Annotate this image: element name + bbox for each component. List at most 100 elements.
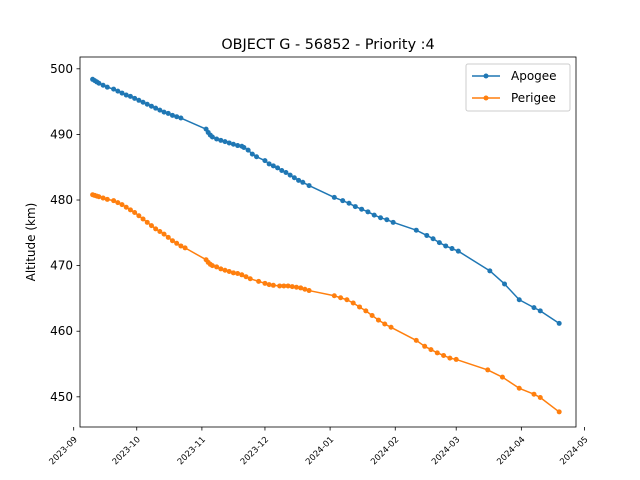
- data-point: [132, 209, 138, 215]
- data-point: [516, 297, 522, 303]
- data-point: [306, 183, 312, 189]
- data-point: [344, 297, 350, 303]
- data-point: [127, 207, 133, 213]
- data-point: [262, 158, 268, 164]
- data-point: [230, 270, 236, 276]
- y-tick-label: 460: [50, 324, 73, 338]
- data-point: [254, 154, 260, 160]
- data-point: [434, 350, 440, 356]
- data-point: [127, 93, 133, 99]
- data-point: [241, 145, 247, 151]
- data-point: [123, 204, 129, 210]
- data-point: [226, 140, 232, 146]
- y-tick-label: 500: [50, 62, 73, 76]
- data-point: [169, 238, 175, 244]
- data-point: [338, 295, 344, 301]
- y-tick-label: 490: [50, 127, 73, 141]
- data-point: [363, 308, 369, 314]
- data-point: [378, 215, 384, 221]
- data-point: [230, 141, 236, 147]
- data-point: [235, 143, 241, 149]
- data-point: [531, 305, 537, 311]
- data-point: [453, 356, 459, 362]
- data-point: [277, 283, 283, 289]
- data-point: [140, 216, 146, 222]
- data-point: [384, 217, 390, 223]
- data-point: [331, 194, 337, 200]
- data-point: [144, 101, 150, 107]
- data-point: [388, 324, 394, 330]
- data-point: [296, 177, 302, 183]
- data-point: [302, 286, 308, 292]
- data-point: [340, 198, 346, 204]
- data-point: [291, 175, 297, 181]
- data-point: [218, 266, 224, 272]
- data-point: [499, 374, 505, 380]
- data-point: [239, 272, 245, 278]
- data-point: [100, 82, 106, 88]
- legend: Apogee Perigee: [465, 63, 571, 112]
- data-point: [413, 227, 419, 233]
- data-point: [218, 137, 224, 143]
- legend-apogee-marker: [483, 73, 489, 79]
- data-point: [222, 267, 228, 273]
- data-point: [266, 161, 272, 167]
- data-point: [115, 200, 121, 206]
- data-point: [375, 317, 381, 323]
- data-point: [443, 243, 449, 249]
- data-point: [165, 234, 171, 240]
- data-point: [516, 385, 522, 391]
- data-point: [214, 136, 220, 142]
- data-point: [182, 245, 188, 251]
- data-point: [174, 114, 180, 120]
- data-point: [235, 270, 241, 276]
- data-point: [428, 347, 434, 353]
- data-point: [285, 283, 291, 289]
- data-point: [531, 391, 537, 397]
- data-point: [487, 268, 493, 274]
- data-point: [275, 165, 281, 171]
- data-point: [430, 236, 436, 242]
- data-point: [424, 232, 430, 238]
- data-point: [350, 300, 356, 306]
- data-point: [226, 269, 232, 275]
- data-point: [243, 274, 249, 280]
- data-point: [485, 367, 491, 373]
- data-point: [502, 281, 508, 287]
- data-point: [157, 229, 163, 234]
- data-point: [214, 264, 220, 270]
- legend-perigee-label: Perigee: [511, 91, 556, 105]
- data-point: [357, 304, 363, 310]
- data-point: [104, 196, 110, 202]
- data-point: [270, 282, 276, 288]
- data-point: [262, 280, 268, 286]
- data-point: [140, 99, 146, 105]
- data-point: [447, 355, 453, 361]
- data-point: [279, 167, 285, 173]
- data-point: [346, 200, 352, 206]
- data-point: [247, 276, 253, 282]
- data-point: [281, 283, 287, 289]
- data-point: [153, 226, 159, 232]
- legend-apogee-label: Apogee: [511, 69, 557, 83]
- data-point: [96, 194, 102, 200]
- data-point: [266, 282, 272, 288]
- data-point: [161, 231, 167, 237]
- data-point: [300, 179, 306, 185]
- series-perigee: [90, 192, 562, 415]
- data-point: [270, 163, 276, 169]
- data-point: [96, 80, 102, 86]
- data-point: [161, 109, 167, 115]
- data-point: [169, 112, 175, 118]
- chart-title: OBJECT G - 56852 - Priority :4: [221, 37, 434, 53]
- y-axis-label: Altitude (km): [24, 203, 38, 282]
- data-point: [104, 84, 110, 90]
- data-point: [174, 240, 180, 246]
- y-tick-label: 480: [50, 193, 73, 207]
- data-point: [148, 223, 154, 229]
- data-point: [157, 107, 163, 113]
- data-point: [455, 248, 461, 254]
- data-point: [148, 103, 154, 109]
- data-point: [165, 110, 171, 116]
